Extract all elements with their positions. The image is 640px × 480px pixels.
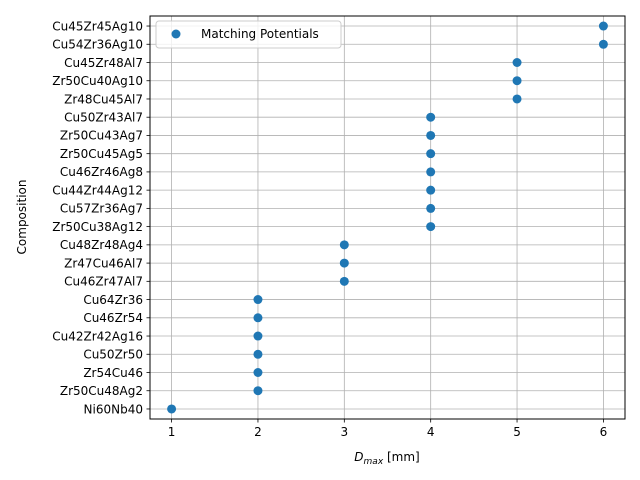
legend-box (155, 20, 342, 49)
x-tick-label: 3 (340, 425, 348, 439)
data-point (253, 331, 263, 341)
y-tick-label: Cu46Zr54 (83, 311, 143, 325)
data-point (253, 368, 263, 377)
x-axis-label-main: D (354, 450, 363, 464)
y-tick-label: Cu45Zr45Ag10 (52, 19, 143, 33)
y-tick-label: Cu57Zr36Ag7 (60, 202, 143, 216)
y-axis-ticks: Ni60Nb40 Zr50Cu48Ag2 Zr54Cu46 Cu50Zr50 Cu42Z… (52, 19, 150, 416)
data-point (253, 295, 263, 305)
data-point (253, 386, 263, 396)
y-tick-label: Cu50Zr43Al7 (64, 111, 143, 125)
x-tick-label: 5 (513, 425, 521, 439)
y-tick-label: Cu64Zr36 (83, 293, 143, 307)
x-tick-label: 4 (427, 425, 435, 439)
data-point (339, 240, 349, 250)
y-tick-label: Ni60Nb40 (84, 402, 143, 416)
y-tick-label: Cu50Zr50 (83, 348, 143, 362)
data-point (339, 258, 349, 268)
y-tick-label: Cu46Zr46Ag8 (60, 165, 143, 179)
y-tick-label: Cu48Zr48Ag4 (60, 238, 143, 252)
y-tick-label: Zr50Cu40Ag10 (52, 74, 143, 88)
plot-frame (149, 15, 626, 420)
data-point (512, 58, 522, 67)
x-axis-label-sub: max (364, 457, 384, 467)
y-tick-label: Cu54Zr36Ag10 (52, 38, 143, 52)
data-point (426, 130, 436, 140)
y-tick-label: Zr50Cu38Ag12 (52, 220, 143, 234)
legend-label: Matching Potentials (201, 27, 319, 41)
data-point (253, 313, 263, 323)
data-point (512, 94, 522, 104)
y-tick-label: Zr54Cu46 (83, 366, 143, 380)
data-point (426, 203, 436, 213)
x-tick-label: 1 (168, 425, 176, 439)
y-tick-label: Cu44Zr44Ag12 (52, 183, 143, 197)
data-point (598, 21, 608, 31)
y-tick-label: Zr50Cu43Ag7 (60, 129, 143, 143)
data-point (339, 276, 349, 286)
data-point (426, 167, 436, 177)
x-axis-ticks: 1 2 3 4 5 6 (168, 419, 607, 439)
data-point (598, 39, 608, 49)
y-axis-label: Composition (15, 180, 29, 255)
y-tick-label: Zr50Cu48Ag2 (60, 384, 143, 398)
x-axis-label-unit: [mm] (383, 450, 420, 464)
y-tick-label: Cu46Zr47Al7 (64, 275, 143, 289)
x-tick-label: 2 (254, 425, 262, 439)
x-tick-label: 6 (600, 425, 608, 439)
y-tick-label: Cu42Zr42Ag16 (52, 329, 143, 343)
data-point (253, 349, 263, 359)
legend: Matching Potentials (155, 20, 342, 49)
y-tick-label: Zr50Cu45Ag5 (60, 147, 143, 161)
y-tick-label: Zr47Cu46Al7 (64, 256, 143, 270)
data-point (426, 112, 436, 122)
data-point (167, 404, 177, 414)
data-point (426, 185, 436, 195)
y-tick-label: Zr48Cu45Al7 (64, 92, 143, 106)
y-tick-label: Cu45Zr48Al7 (64, 56, 143, 70)
x-axis-label: Dmax [mm] (354, 450, 419, 467)
grid (150, 16, 625, 419)
data-point (426, 222, 436, 232)
data-point (512, 76, 522, 86)
data-point (426, 149, 436, 159)
legend-marker (171, 29, 181, 39)
data-points (167, 21, 608, 414)
